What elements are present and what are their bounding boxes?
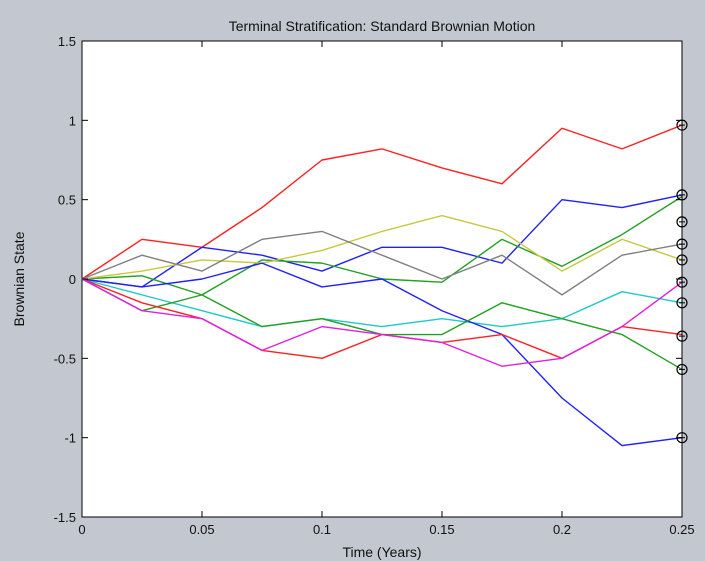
series-line-5: [81, 230, 683, 296]
y-tick-label: 0: [69, 272, 76, 287]
tick-layer: 0 0.05 0.1 0.15 0.2 0.25 -1.5 -1 -0.5 0 0.5 1 1.5: [54, 34, 695, 537]
series-line-4: [81, 214, 683, 280]
chart-title: Terminal Stratification: Standard Browni…: [229, 18, 536, 34]
x-tick-label: 0.05: [189, 522, 214, 537]
terminal-marker-7: [676, 297, 688, 309]
terminal-marker-9: [676, 363, 688, 376]
terminal-marker-10: [676, 432, 688, 444]
series-line-7: [81, 262, 683, 447]
y-tick-label: 0.5: [58, 193, 76, 208]
y-tick-label: 1: [69, 113, 76, 128]
series-line-2: [81, 194, 683, 288]
x-tick-label: 0.15: [429, 522, 454, 537]
y-axis-label: Brownian State: [11, 231, 27, 326]
series-layer: [81, 124, 683, 447]
series-line-1: [81, 124, 683, 280]
y-tick-label: -1.5: [54, 510, 76, 525]
series-line-6: [81, 278, 683, 328]
terminal-marker-5: [676, 254, 688, 266]
x-tick-label: 0: [78, 522, 85, 537]
terminal-marker-6: [676, 276, 688, 288]
x-tick-label: 0.25: [669, 522, 694, 537]
y-tick-label: 1.5: [58, 34, 76, 49]
series-line-10: [81, 278, 683, 367]
x-tick-label: 0.2: [553, 522, 571, 537]
y-tick-label: -1: [64, 431, 76, 446]
terminal-marker-8: [676, 330, 688, 342]
y-tick-label: -0.5: [54, 351, 76, 366]
terminal-marker-1: [676, 119, 688, 131]
x-tick-label: 0.1: [313, 522, 331, 537]
terminal-marker-2: [676, 189, 688, 201]
terminal-marker-layer: [676, 119, 688, 444]
terminal-marker-3: [676, 216, 688, 228]
terminal-marker-4: [676, 238, 688, 250]
x-axis-label: Time (Years): [342, 544, 421, 560]
